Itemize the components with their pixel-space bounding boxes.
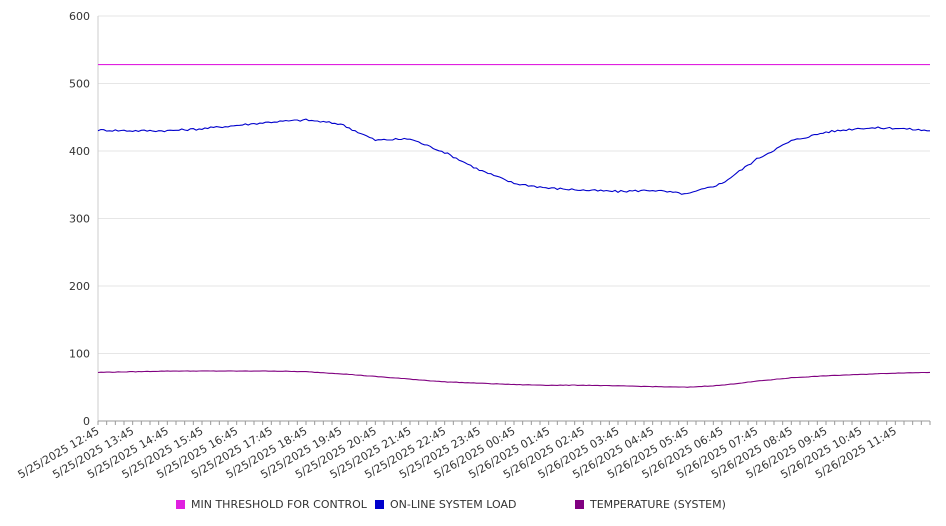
y-tick-label: 300: [69, 213, 90, 226]
legend-item-temperature[interactable]: TEMPERATURE (SYSTEM): [575, 498, 726, 511]
series-line-system-load: [97, 118, 930, 195]
y-tick-label: 0: [83, 415, 90, 428]
gridlines: [98, 15, 930, 354]
legend-item-min-threshold[interactable]: MIN THRESHOLD FOR CONTROL: [176, 498, 367, 511]
legend-label-temperature: TEMPERATURE (SYSTEM): [590, 498, 726, 511]
series-lines: [97, 64, 931, 388]
legend-label-system-load: ON-LINE SYSTEM LOAD: [390, 498, 517, 511]
series-line-temperature: [97, 370, 931, 388]
legend-item-system-load[interactable]: ON-LINE SYSTEM LOAD: [375, 498, 516, 511]
legend-label-min-threshold: MIN THRESHOLD FOR CONTROL: [191, 498, 367, 511]
y-tick-label: 400: [69, 145, 90, 158]
y-tick-label: 500: [69, 78, 90, 91]
legend-swatch-min-threshold: [176, 500, 185, 509]
y-axis-ticks: 0 100 200 300 400 500 600: [69, 10, 90, 428]
legend-swatch-temperature: [575, 500, 584, 509]
y-tick-label: 200: [69, 280, 90, 293]
axes: [97, 16, 931, 425]
y-tick-label: 600: [69, 10, 90, 23]
x-axis-ticks: 5/25/2025 12:455/25/2025 13:455/25/2025 …: [16, 424, 899, 481]
legend-swatch-system-load: [375, 500, 384, 509]
y-tick-label: 100: [69, 348, 90, 361]
legend: MIN THRESHOLD FOR CONTROL ON-LINE SYSTEM…: [176, 498, 876, 514]
